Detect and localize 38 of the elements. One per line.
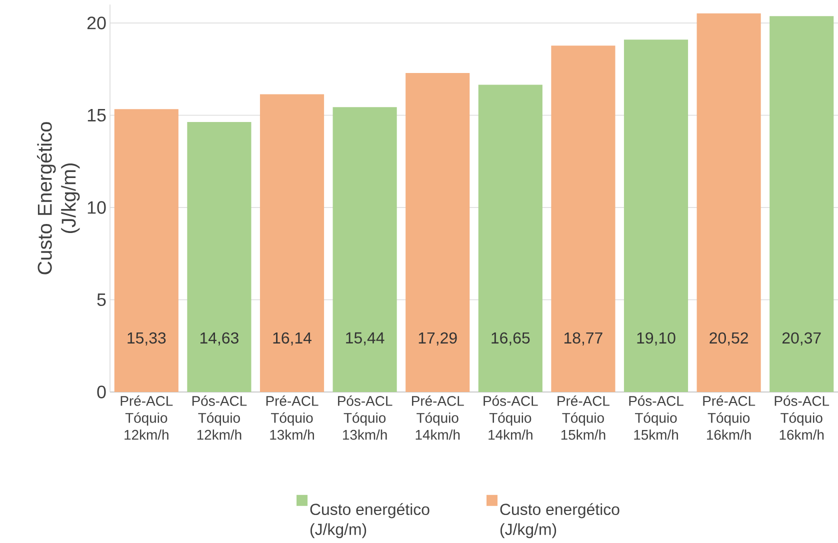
bar (696, 13, 761, 392)
y-tick-label: 0 (97, 386, 106, 398)
legend-label: Custo energético (J/kg/m) (310, 503, 430, 538)
data-label: 16,65 (492, 332, 530, 346)
x-tick-label: Pré-ACL Tóquio 14km/h (412, 395, 464, 440)
data-label: 16,14 (273, 332, 312, 346)
y-axis-title: Custo Energético (J/kg/m) (36, 122, 80, 274)
data-label: 15,44 (346, 332, 384, 346)
data-label: 14,63 (200, 332, 238, 346)
y-tick-label: 5 (97, 293, 106, 306)
bar (551, 46, 616, 392)
data-label: 17,29 (418, 332, 457, 346)
bar (770, 16, 834, 392)
x-tick-label: Pré-ACL Tóquio 13km/h (266, 395, 318, 440)
x-tick-label: Pré-ACL Tóquio 15km/h (558, 395, 610, 440)
x-tick-label: Pós-ACL Tóquio 12km/h (192, 395, 247, 440)
bar (406, 72, 470, 392)
data-label: 20,37 (782, 332, 821, 346)
x-tick-label: Pré-ACL Tóquio 16km/h (703, 395, 756, 440)
y-tick-label: 20 (87, 16, 106, 30)
bar (114, 109, 178, 392)
bar (624, 40, 688, 392)
bar (187, 122, 252, 392)
y-tick-label: 15 (88, 108, 106, 122)
x-tick-label: Pós-ACL Tóquio 15km/h (629, 395, 684, 440)
x-tick-label: Pós-ACL Tóquio 14km/h (484, 395, 538, 440)
data-label: 20,52 (710, 332, 748, 346)
bar (260, 94, 324, 392)
x-tick-label: Pré-ACL Tóquio 12km/h (120, 395, 173, 440)
bar (478, 84, 542, 392)
data-label: 19,10 (637, 332, 676, 346)
bar (332, 107, 397, 392)
x-tick-label: Pós-ACL Tóquio 13km/h (338, 395, 392, 440)
data-label: 15,33 (128, 332, 166, 346)
legend-label: Custo energético (J/kg/m) (500, 503, 620, 538)
data-label: 18,77 (564, 332, 602, 346)
x-tick-label: Pós-ACL Tóquio 16km/h (774, 395, 830, 440)
y-tick-label: 10 (88, 201, 106, 214)
